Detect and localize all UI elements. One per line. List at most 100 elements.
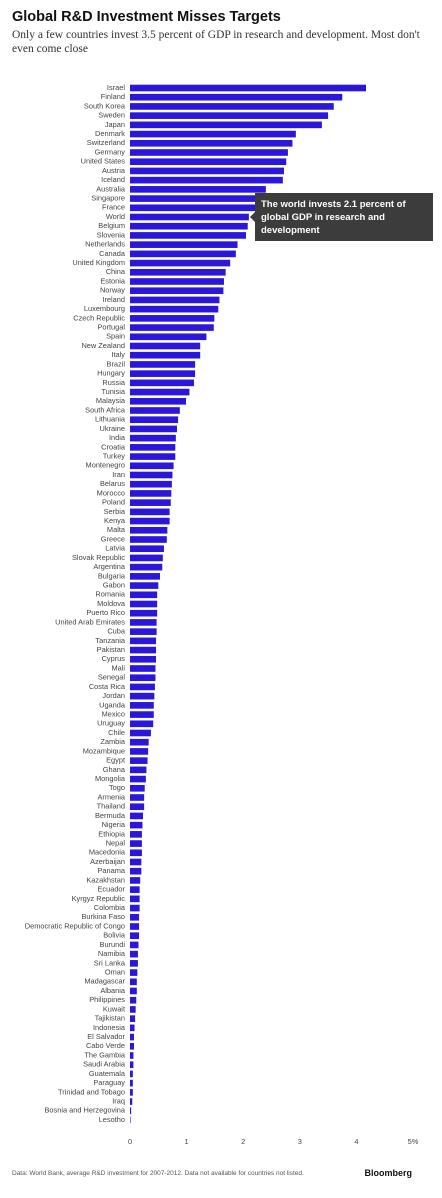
y-tick-label: Armenia bbox=[97, 792, 125, 801]
y-tick-label: Iran bbox=[112, 470, 125, 479]
y-tick-label: World bbox=[106, 212, 125, 221]
bar bbox=[130, 591, 158, 599]
y-tick-label: Brazil bbox=[107, 359, 126, 368]
y-tick-label: United Kingdom bbox=[72, 258, 125, 267]
y-tick-label: South Africa bbox=[85, 405, 126, 414]
bar bbox=[130, 757, 148, 764]
bar bbox=[130, 250, 236, 258]
bar bbox=[130, 573, 160, 580]
y-tick-label: Costa Rica bbox=[89, 682, 126, 691]
bar bbox=[130, 471, 173, 479]
y-tick-label: Namibia bbox=[98, 949, 126, 958]
x-tick-label: 3 bbox=[298, 1137, 302, 1146]
y-tick-label: Moldova bbox=[97, 599, 126, 608]
bar bbox=[130, 508, 170, 516]
bar bbox=[130, 582, 159, 589]
bar bbox=[130, 342, 201, 350]
bar bbox=[130, 176, 283, 184]
y-tick-label: Canada bbox=[99, 249, 126, 258]
y-tick-label: Bolivia bbox=[103, 931, 126, 940]
y-tick-label: Croatia bbox=[101, 442, 126, 451]
y-tick-label: Romania bbox=[95, 590, 125, 599]
bar bbox=[130, 379, 194, 387]
y-tick-label: Cuba bbox=[107, 627, 126, 636]
bar bbox=[130, 821, 143, 829]
bar bbox=[130, 361, 196, 368]
bar bbox=[130, 195, 261, 202]
bar bbox=[130, 351, 201, 359]
bar bbox=[130, 425, 177, 433]
bar bbox=[130, 499, 171, 506]
bar bbox=[130, 462, 174, 470]
bar bbox=[130, 1116, 131, 1124]
bar bbox=[130, 563, 163, 571]
bar bbox=[130, 186, 266, 193]
bar bbox=[130, 268, 226, 276]
y-tick-label: Luxembourg bbox=[84, 304, 125, 313]
y-tick-label: Russia bbox=[102, 378, 125, 387]
y-tick-label: Democratic Republic of Congo bbox=[25, 921, 125, 930]
bar bbox=[130, 287, 224, 295]
bar bbox=[130, 1015, 136, 1022]
y-tick-label: Bulgaria bbox=[98, 571, 126, 580]
y-tick-label: Mexico bbox=[102, 710, 125, 719]
y-tick-label: Austria bbox=[102, 166, 126, 175]
y-tick-label: Tanzania bbox=[95, 636, 125, 645]
y-tick-label: Malaysia bbox=[96, 396, 126, 405]
chart-subtitle: Only a few countries invest 3.5 percent … bbox=[12, 29, 420, 55]
bar bbox=[130, 913, 140, 921]
bar bbox=[130, 1033, 134, 1041]
bar bbox=[130, 766, 147, 774]
y-tick-label: Lithuania bbox=[95, 415, 126, 424]
y-tick-label: United Arab Emirates bbox=[55, 617, 125, 626]
bar bbox=[130, 619, 157, 626]
y-tick-label: Azerbaijan bbox=[90, 857, 125, 866]
bar bbox=[130, 738, 149, 746]
bar bbox=[130, 1006, 136, 1013]
bar bbox=[130, 941, 139, 949]
bar bbox=[130, 840, 142, 847]
y-tick-label: Turkey bbox=[103, 452, 126, 461]
y-tick-label: El Salvador bbox=[87, 1032, 125, 1041]
y-tick-label: Uganda bbox=[99, 700, 126, 709]
y-tick-label: Italy bbox=[111, 350, 125, 359]
y-tick-label: Sweden bbox=[98, 111, 125, 120]
y-tick-label: Burundi bbox=[100, 940, 126, 949]
bar bbox=[130, 213, 249, 221]
annotation: The world invests 2.1 percent of global … bbox=[255, 193, 433, 241]
y-tick-label: Mali bbox=[111, 663, 125, 672]
y-tick-label: Norway bbox=[100, 286, 125, 295]
bar bbox=[130, 204, 258, 212]
y-tick-label: Albania bbox=[100, 986, 126, 995]
bar bbox=[130, 112, 329, 119]
bar bbox=[130, 904, 140, 912]
bar bbox=[130, 536, 167, 543]
y-tick-label: Malta bbox=[107, 525, 126, 534]
bar bbox=[130, 554, 163, 562]
bar bbox=[130, 803, 145, 811]
y-tick-label: Ecuador bbox=[97, 885, 125, 894]
bar bbox=[130, 895, 140, 903]
y-tick-label: Oman bbox=[105, 968, 125, 977]
x-tick-label: 1 bbox=[185, 1137, 189, 1146]
y-tick-label: Poland bbox=[102, 498, 125, 507]
y-tick-label: Nigeria bbox=[102, 820, 126, 829]
bar bbox=[130, 259, 231, 267]
bar bbox=[130, 1098, 133, 1105]
brand-logo: Bloomberg bbox=[364, 1168, 412, 1178]
y-tick-label: Tajikistan bbox=[95, 1014, 125, 1023]
bar bbox=[130, 683, 155, 691]
y-tick-label: Macedonia bbox=[89, 848, 126, 857]
bar bbox=[130, 139, 293, 147]
bar bbox=[130, 241, 238, 248]
x-tick-label: 0 bbox=[128, 1137, 132, 1146]
y-tick-label: Nepal bbox=[106, 839, 126, 848]
y-tick-label: Lesotho bbox=[99, 1115, 125, 1124]
bar bbox=[130, 1107, 132, 1115]
bar bbox=[130, 1089, 133, 1096]
bar bbox=[130, 960, 138, 967]
bar bbox=[130, 729, 151, 737]
bar bbox=[130, 628, 157, 635]
x-tick-label: 2 bbox=[241, 1137, 245, 1146]
